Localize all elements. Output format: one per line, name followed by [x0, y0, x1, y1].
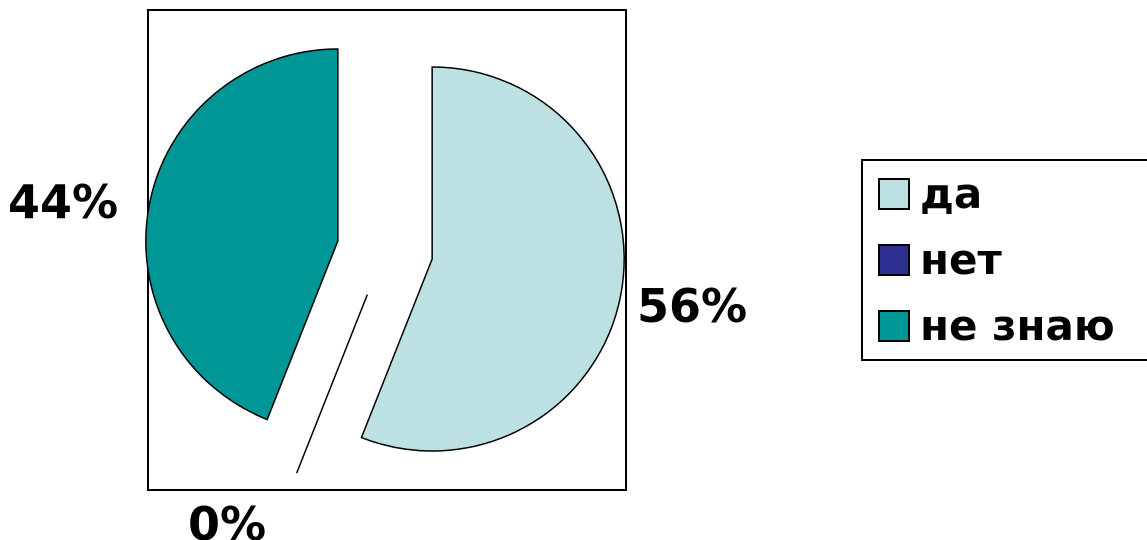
pie-slice-yes	[360, 66, 625, 452]
legend-swatch-yes	[878, 178, 910, 210]
data-label-yes: 56%	[637, 279, 747, 333]
data-label-dont-know: 44%	[8, 175, 118, 229]
legend-swatch-dont-know	[878, 310, 910, 342]
pie-slice-dont-know	[145, 48, 339, 421]
pie-slice-no	[295, 294, 369, 474]
pie-slices	[145, 48, 625, 474]
legend-label-yes: да	[920, 169, 982, 218]
legend-swatch-no	[878, 244, 910, 276]
legend-label-no: нет	[920, 235, 1003, 284]
data-label-no: 0%	[188, 497, 266, 540]
legend: да нет не знаю	[861, 159, 1147, 361]
legend-label-dont-know: не знаю	[920, 301, 1115, 350]
